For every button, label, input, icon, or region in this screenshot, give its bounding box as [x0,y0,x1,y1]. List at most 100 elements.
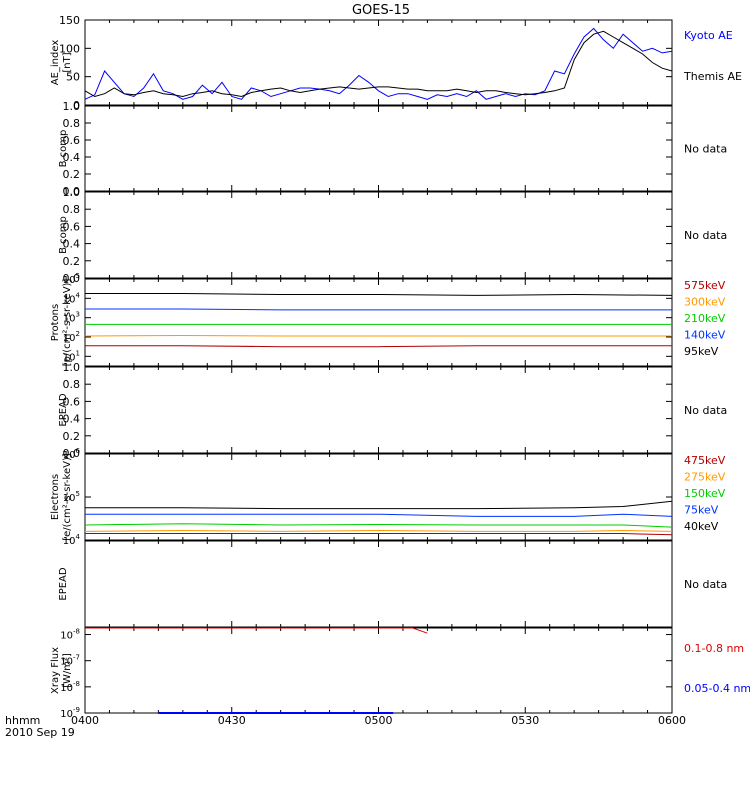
panel-7: EPEAD No data [58,540,727,628]
y-tick-label: 103 [63,311,80,325]
y-tick-label: 150 [59,14,80,27]
y-tick-exponent: 4 [76,533,81,541]
legend-label: 40keV [684,520,719,533]
y-tick-exponent: 4 [76,291,81,299]
x-tick-label: 0600 [658,714,686,727]
y-tick-exponent: 1 [76,349,80,357]
panel-frame [84,627,673,714]
y-tick-exponent: -9 [73,706,80,714]
legend-label: 275keV [684,471,726,484]
legend-label: 0.1-0.8 nm [684,642,744,655]
y-tick-exponent: 6 [76,447,81,455]
y-tick-label: 102 [63,330,80,344]
panel-2: 0.0 0.2 0.4 0.6 0.8 1.0 B comp No data [58,100,727,198]
y-tick-label: 10-9 [60,706,80,720]
y-tick-label: 10-7 [60,654,80,668]
series-line-themis-ae [84,30,673,98]
series-line-140kev [85,308,672,311]
date-label: 2010 Sep 19 [5,726,75,739]
y-axis-title: EPEAD [58,393,69,427]
y-tick-label: 104 [63,533,81,547]
y-tick-label: 105 [63,490,80,504]
series-line-40kev [85,500,673,510]
series-line-575kev [85,345,672,348]
panel-frame [84,278,673,367]
y-tick-label: 0.8 [63,203,81,216]
y-tick-base: 10 [60,709,73,720]
y-tick-exponent: 5 [76,272,80,280]
y-tick-label: 104 [63,291,81,305]
y-tick-label: 0.0 [63,185,81,198]
y-tick-label: 105 [63,272,80,286]
legend-label: 0.05-0.4 nm [684,682,750,695]
panel-frame [84,105,673,192]
legend-label: 75keV [684,504,719,517]
panel-frame [84,453,673,541]
legend-label: 210keV [684,312,726,325]
legend-label: 150keV [684,487,726,500]
x-tick-label: 0400 [71,714,99,727]
y-tick-exponent: 5 [76,490,80,498]
x-tick-label: 0530 [511,714,539,727]
series-line-kyoto-ae [84,27,673,100]
no-data-status: No data [684,578,727,591]
x-corner-label: hhmm [5,714,40,727]
y-axis-title: B comp [58,130,69,168]
series-line-275kev [84,529,673,532]
y-tick-label: 0.6 [63,395,81,408]
panel-4: 101102103104105Protons[p/(cm²-s-sr-keV)]… [50,272,726,367]
series-line-95kev [85,293,673,296]
y-tick-label: 0 [73,99,80,112]
y-tick-label: 1.0 [63,100,81,113]
legend-label: 575keV [684,279,726,292]
y-tick-label: 0.2 [63,168,81,181]
y-tick-label: 101 [63,349,80,363]
y-tick-label: 0.2 [63,255,81,268]
y-tick-exponent: 3 [76,311,80,319]
y-tick-label: 1.0 [63,186,81,199]
y-tick-base: 10 [63,450,76,461]
legend-label: 140keV [684,329,726,342]
y-tick-label: 0.6 [63,220,81,233]
y-tick-label: 0.0 [63,272,81,285]
y-tick-base: 10 [63,493,76,504]
legend-label: Kyoto AE [684,29,733,42]
no-data-status: No data [684,229,727,242]
y-tick-label: 0.0 [63,447,81,460]
y-axis-title: Protons[p/(cm²-s-sr-keV)] [50,279,73,367]
y-tick-label: 10-8 [60,680,80,694]
y-tick-base: 10 [60,683,73,694]
legend-label: 95keV [684,345,719,358]
y-tick-exponent: -8 [73,628,80,636]
y-tick-label: 50 [66,71,80,84]
y-tick-base: 10 [60,657,73,668]
legend-label: Themis AE [683,70,742,83]
y-tick-base: 10 [63,352,76,363]
y-axis-title: B comp [58,216,69,254]
y-tick-label: 0.2 [63,430,81,443]
y-tick-label: 0.8 [63,117,81,130]
no-data-status: No data [684,143,727,156]
y-tick-label: 0.4 [63,151,81,164]
y-tick-base: 10 [63,333,76,344]
y-tick-label: 106 [63,447,81,461]
y-tick-base: 10 [63,536,76,547]
panel-3: 0.0 0.2 0.4 0.6 0.8 1.0 B comp No data [58,186,727,285]
series-line-0-1-0-8-nm [85,627,428,634]
y-axis-title: AE_index[nT] [50,40,73,86]
no-data-status: No data [684,404,727,417]
y-tick-exponent: -8 [73,680,80,688]
y-axis-title: Electrons[e/(cm²-s-sr-keV)] [50,453,73,541]
panel-1: 0 50 100 150 AE_index[nT] Kyoto AE Themis AE [50,14,742,112]
y-tick-exponent: 2 [76,330,80,338]
panel-5: 0.0 0.2 0.4 0.6 0.8 1.0 EPEAD No data [58,361,727,460]
x-tick-label: 0500 [365,714,393,727]
series-line-475kev [85,533,673,536]
legend-label: 475keV [684,454,726,467]
series-line-150kev [84,523,673,528]
y-tick-label: 0.8 [63,378,81,391]
plot-title: GOES-15 [352,3,410,18]
